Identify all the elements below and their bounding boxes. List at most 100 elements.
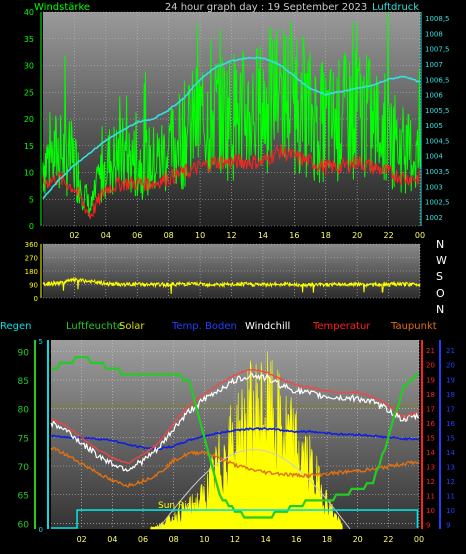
pressure-y-tick: 1002,5 (425, 199, 450, 207)
rain-series (51, 509, 419, 529)
windchill-series (50, 373, 420, 472)
legend-windchill: Windchill (245, 321, 290, 332)
wind-y-tick: 30 (24, 62, 34, 71)
temperature-y-tick: 12 (426, 478, 435, 486)
humidity-y-tick: 75 (18, 434, 29, 444)
pressure-y-tick: 1008,5 (425, 15, 450, 23)
direction-y-tick: 0 (34, 295, 38, 303)
pressure-y-axis: 1002 1002,5 1003 1003,5 1004 1004,5 1005 1005,5… (425, 15, 450, 222)
soil-temp-y-axis: 9 10 11 12 13 14 15 16 17 18 19 20 21 (446, 347, 455, 529)
soil-temp-y-tick: 14 (446, 449, 455, 457)
wind-x-tick: 12 (226, 231, 236, 240)
wind-x-tick: 14 (258, 231, 268, 240)
wind-y-tick: 40 (24, 8, 34, 17)
pressure-y-tick: 1005,5 (425, 107, 450, 115)
soil-temp-y-tick: 16 (446, 420, 455, 428)
wind-x-tick: 02 (69, 231, 79, 240)
soil-temp-y-tick: 18 (446, 391, 455, 399)
compass-label: N (436, 238, 444, 251)
compass-labels: N W S O N (436, 238, 447, 316)
wind-x-tick: 06 (132, 231, 142, 240)
compass-label: N (436, 303, 444, 316)
soil-temp-series (50, 427, 420, 451)
soil-temp-y-tick: 10 (446, 507, 455, 515)
wind-y-tick: 5 (29, 195, 34, 204)
legend-taupunkt: Taupunkt (390, 321, 437, 332)
temperature-y-tick: 14 (426, 449, 435, 457)
rain-y-axis: 05 (39, 338, 43, 534)
legend-regen: Regen (0, 321, 32, 332)
wind-x-tick: 00 (415, 231, 425, 240)
pressure-y-tick: 1003,5 (425, 168, 450, 176)
solar-series (150, 351, 343, 530)
climate-x-tick: 12 (230, 535, 240, 544)
soil-temp-y-tick: 20 (446, 362, 455, 370)
windspeed-axis-title: Windstärke (34, 2, 90, 13)
climate-x-tick: 22 (383, 535, 393, 544)
legend: Regen Luftfeuchte Solar Temp. Boden Wind… (0, 321, 437, 332)
wind-chart-background (43, 12, 420, 226)
pressure-y-tick: 1008 (425, 30, 443, 38)
wind-y-tick: 0 (29, 222, 34, 231)
wind-direction-series (42, 276, 421, 294)
climate-x-axis: 02 04 06 08 10 12 14 16 18 20 22 00 (77, 535, 425, 544)
wind-y-axis: 0 5 10 15 20 25 30 35 40 (24, 8, 34, 231)
climate-x-tick: 06 (138, 535, 148, 544)
direction-y-tick: 90 (29, 282, 38, 290)
humidity-y-axis: 60 65 70 75 80 85 90 (18, 348, 30, 530)
climate-chart-series (50, 351, 420, 530)
temperature-y-tick: 13 (426, 463, 435, 471)
wind-x-tick: 20 (352, 231, 362, 240)
temperature-y-tick: 18 (426, 391, 435, 399)
pressure-series (42, 56, 421, 200)
wind-x-tick: 08 (164, 231, 174, 240)
climate-x-tick: 04 (107, 535, 117, 544)
sunrise-label: Sun Rise (158, 501, 197, 511)
compass-label: S (436, 270, 443, 283)
temperature-y-axis: 9 10 11 12 13 14 15 16 17 18 19 20 21 (426, 347, 435, 529)
pressure-y-tick: 1004,5 (425, 137, 450, 145)
temperature-y-tick: 10 (426, 507, 435, 515)
climate-x-tick: 00 (414, 535, 424, 544)
climate-x-tick: 16 (291, 535, 301, 544)
pressure-axis-title: Luftdruck (372, 2, 419, 13)
legend-temperatur: Temperatur (312, 321, 371, 332)
temperature-y-tick: 11 (426, 493, 435, 501)
pressure-y-tick: 1004 (425, 153, 443, 161)
pressure-y-tick: 1007,5 (425, 46, 450, 54)
wind-x-tick: 16 (289, 231, 299, 240)
pressure-y-tick: 1006,5 (425, 76, 450, 84)
pressure-y-tick: 1003 (425, 183, 443, 191)
direction-y-tick: 270 (25, 255, 38, 263)
legend-luftfeuchte: Luftfeuchte (66, 321, 123, 332)
pressure-y-tick: 1005 (425, 122, 443, 130)
pressure-y-tick: 1006 (425, 92, 443, 100)
direction-y-axis: 0 90 180 270 360 (25, 241, 38, 303)
temperature-series (50, 368, 420, 465)
climate-x-tick: 10 (199, 535, 209, 544)
temperature-y-tick: 17 (426, 405, 435, 413)
humidity-y-tick: 70 (18, 463, 30, 473)
wind-x-tick: 18 (321, 231, 331, 240)
humidity-y-tick: 60 (18, 520, 30, 530)
temperature-y-tick: 19 (426, 376, 435, 384)
pressure-y-tick: 1007 (425, 61, 443, 69)
soil-temp-y-tick: 17 (446, 405, 455, 413)
temperature-y-tick: 20 (426, 362, 435, 370)
wind-y-tick: 20 (24, 115, 34, 124)
soil-temp-y-tick: 15 (446, 434, 455, 442)
wind-gust-series (42, 144, 421, 220)
rain-y-tick: 5 (39, 338, 43, 346)
pressure-y-tick: 1002 (425, 214, 443, 222)
humidity-y-tick: 85 (18, 377, 29, 387)
legend-temp-boden: Temp. Boden (171, 321, 237, 332)
humidity-series (51, 356, 419, 519)
humidity-y-tick: 65 (18, 492, 29, 502)
wind-chart-series (42, 11, 421, 220)
solar-max-curve (157, 449, 351, 530)
humidity-y-tick: 90 (18, 348, 30, 358)
climate-x-tick: 08 (169, 535, 179, 544)
chart-title: 24 hour graph day : 19 September 2023 (165, 2, 367, 13)
direction-y-tick: 180 (25, 268, 38, 276)
